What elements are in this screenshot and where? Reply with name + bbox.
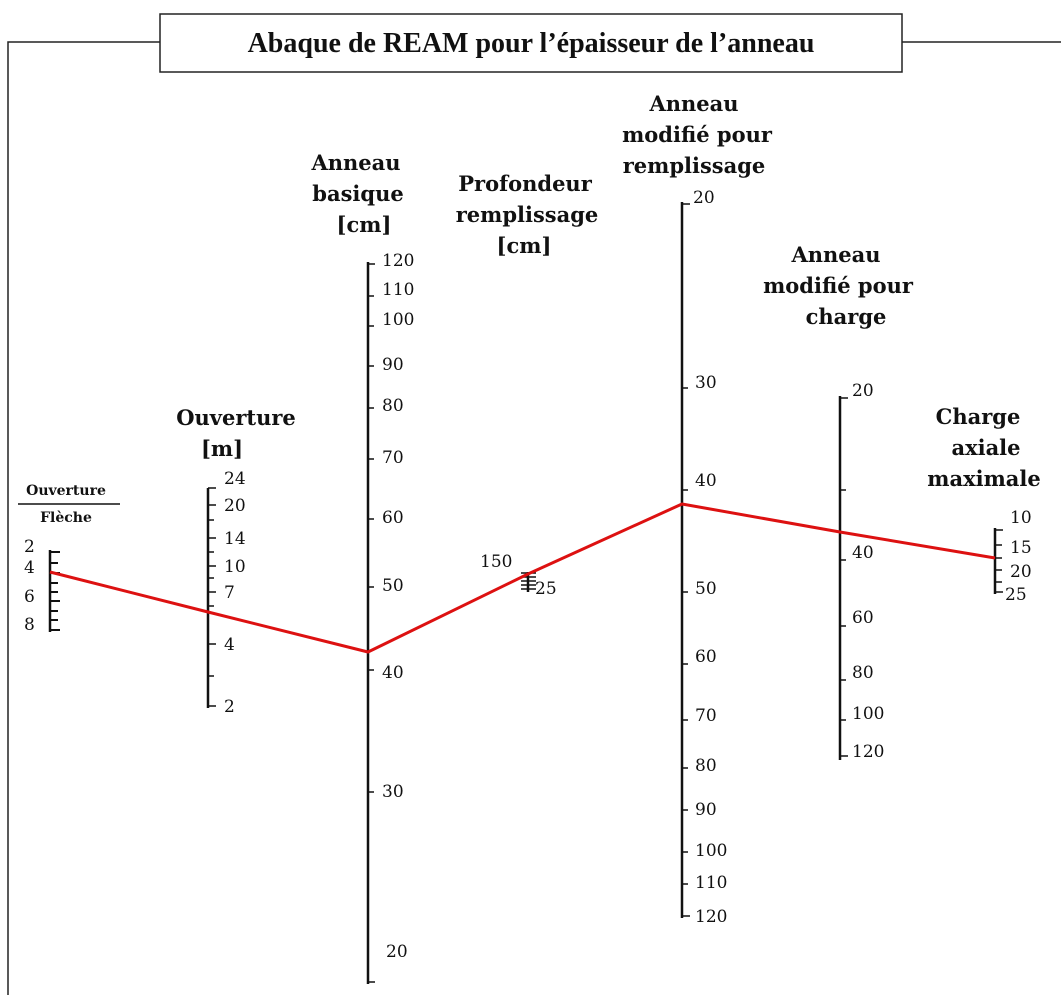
chart-title: Abaque de REAM pour l’épaisseur de l’ann…: [248, 28, 815, 59]
ouverture-tick-14: 14: [224, 529, 246, 549]
anneau-charge-header-3: charge: [806, 304, 887, 329]
charge-axiale-tick-25: 25: [1005, 585, 1027, 605]
profondeur-header-3: [cm]: [497, 233, 552, 258]
charge-axiale-tick-10: 10: [1010, 508, 1032, 528]
ratio-tick-8: 8: [24, 615, 35, 635]
ouverture-scale: Ouverture [m] 24 20 14 10 7 4 2: [176, 405, 296, 717]
anneau-basique-tick-50: 50: [382, 576, 404, 596]
anneau-charge-tick-120: 120: [852, 742, 884, 762]
charge-axiale-header-2: axiale: [951, 435, 1020, 460]
profondeur-tick-25: 25: [535, 579, 557, 599]
anneau-basique-tick-20: 20: [386, 942, 408, 962]
charge-axiale-tick-20: 20: [1010, 562, 1032, 582]
profondeur-scale: Profondeur remplissage [cm] 150 25: [456, 171, 599, 599]
anneau-remplissage-scale: Anneau modifié pour remplissage 20 30 40…: [622, 91, 773, 927]
ouverture-tick-7: 7: [224, 583, 235, 603]
anneau-basique-tick-30: 30: [382, 782, 404, 802]
anneau-remplissage-header-1: Anneau: [648, 91, 738, 116]
anneau-basique-header-3: [cm]: [337, 212, 392, 237]
anneau-charge-tick-100: 100: [852, 704, 884, 724]
anneau-basique-tick-40: 40: [382, 663, 404, 683]
charge-axiale-tick-15: 15: [1010, 538, 1032, 558]
anneau-basique-tick-90: 90: [382, 355, 404, 375]
charge-axiale-header-1: Charge: [936, 404, 1021, 429]
anneau-basique-scale: Anneau basique [cm] 120 110 100 90 80 70…: [310, 150, 414, 984]
anneau-remplissage-tick-100: 100: [695, 841, 727, 861]
anneau-remplissage-tick-70: 70: [695, 706, 717, 726]
profondeur-header-1: Profondeur: [458, 171, 592, 196]
anneau-remplissage-tick-90: 90: [695, 800, 717, 820]
anneau-charge-tick-40: 40: [852, 543, 874, 563]
profondeur-tick-150: 150: [480, 552, 512, 572]
anneau-basique-tick-60: 60: [382, 508, 404, 528]
ouverture-header-2: [m]: [201, 436, 243, 461]
anneau-charge-scale: Anneau modifié pour charge 20 40 60 80 1…: [763, 242, 914, 762]
ouverture-header-1: Ouverture: [176, 405, 296, 430]
anneau-remplissage-tick-50: 50: [695, 579, 717, 599]
ratio-header-top: Ouverture: [26, 483, 106, 499]
ouverture-tick-4: 4: [224, 635, 235, 655]
anneau-remplissage-tick-20: 20: [693, 188, 715, 208]
anneau-basique-tick-80: 80: [382, 396, 404, 416]
anneau-remplissage-tick-120: 120: [695, 907, 727, 927]
ratio-scale: Ouverture Flèche 2 4 6 8: [18, 483, 120, 635]
anneau-basique-tick-100: 100: [382, 310, 414, 330]
ratio-tick-6: 6: [24, 587, 35, 607]
anneau-charge-tick-60: 60: [852, 608, 874, 628]
ouverture-tick-24: 24: [224, 469, 246, 489]
anneau-basique-header-2: basique: [312, 181, 403, 206]
outer-frame: [7, 41, 160, 995]
anneau-basique-tick-70: 70: [382, 448, 404, 468]
anneau-remplissage-header-3: remplissage: [623, 153, 766, 178]
anneau-remplissage-tick-110: 110: [695, 873, 727, 893]
anneau-remplissage-tick-80: 80: [695, 756, 717, 776]
charge-axiale-header-3: maximale: [927, 466, 1041, 491]
profondeur-header-2: remplissage: [456, 202, 599, 227]
anneau-remplissage-tick-60: 60: [695, 647, 717, 667]
ouverture-tick-10: 10: [224, 557, 246, 577]
ratio-header-bottom: Flèche: [40, 510, 92, 526]
ouverture-tick-2: 2: [224, 697, 235, 717]
ouverture-tick-20: 20: [224, 496, 246, 516]
anneau-remplissage-header-2: modifié pour: [622, 122, 773, 147]
anneau-remplissage-tick-30: 30: [695, 373, 717, 393]
anneau-remplissage-tick-40: 40: [695, 471, 717, 491]
title-box: [159, 13, 903, 73]
solution-line: [49, 502, 996, 654]
ratio-tick-4: 4: [24, 558, 35, 578]
anneau-charge-header-1: Anneau: [790, 242, 880, 267]
anneau-charge-header-2: modifié pour: [763, 273, 914, 298]
anneau-basique-tick-110: 110: [382, 280, 414, 300]
charge-axiale-scale: Charge axiale maximale 10 15 20 25: [927, 404, 1041, 605]
anneau-basique-tick-120: 120: [382, 251, 414, 271]
ratio-tick-2: 2: [24, 537, 35, 557]
anneau-charge-tick-80: 80: [852, 663, 874, 683]
anneau-charge-tick-20: 20: [852, 381, 874, 401]
anneau-basique-header-1: Anneau: [310, 150, 400, 175]
